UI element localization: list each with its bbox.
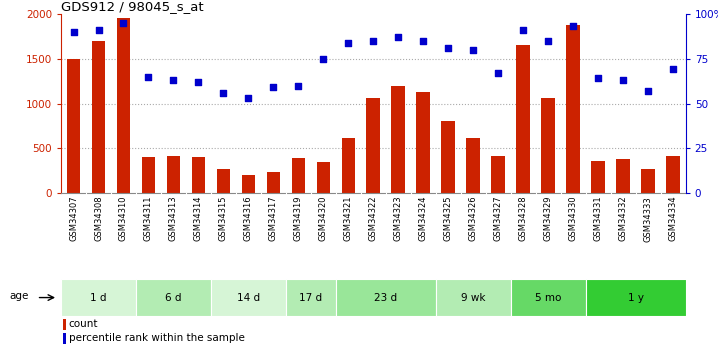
Bar [141, 157, 155, 193]
Bar [62, 319, 66, 330]
Text: GSM34329: GSM34329 [544, 196, 553, 241]
Point [668, 67, 679, 72]
Bar [416, 92, 430, 193]
Text: GSM34311: GSM34311 [144, 196, 153, 241]
Text: GSM34321: GSM34321 [344, 196, 353, 241]
Text: GSM34333: GSM34333 [644, 196, 653, 241]
Bar [510, 279, 586, 316]
Text: 9 wk: 9 wk [461, 293, 485, 303]
Bar [436, 279, 510, 316]
Bar [286, 279, 336, 316]
Text: GSM34326: GSM34326 [469, 196, 477, 241]
Bar [516, 45, 530, 193]
Text: GSM34328: GSM34328 [519, 196, 528, 241]
Bar [67, 59, 80, 193]
Bar [192, 157, 205, 193]
Bar [592, 161, 605, 193]
Bar [391, 86, 405, 193]
Text: GSM34332: GSM34332 [619, 196, 628, 241]
Bar [211, 279, 286, 316]
Text: GSM34307: GSM34307 [69, 196, 78, 241]
Bar [442, 121, 455, 193]
Point [317, 56, 329, 61]
Text: GSM34308: GSM34308 [94, 196, 103, 241]
Text: 1 d: 1 d [90, 293, 107, 303]
Point [617, 77, 629, 83]
Text: GSM34325: GSM34325 [444, 196, 453, 241]
Bar [641, 169, 655, 193]
Bar [666, 156, 680, 193]
Text: count: count [69, 319, 98, 329]
Bar [116, 18, 131, 193]
Text: GSM34323: GSM34323 [394, 196, 403, 241]
Point [418, 38, 429, 43]
Bar [586, 279, 686, 316]
Bar [616, 159, 630, 193]
Bar [567, 24, 580, 193]
Text: 23 d: 23 d [374, 293, 398, 303]
Bar [292, 158, 305, 193]
Text: GSM34319: GSM34319 [294, 196, 303, 241]
Bar [342, 138, 355, 193]
Text: GSM34334: GSM34334 [668, 196, 678, 241]
Point [118, 20, 129, 26]
Bar [467, 138, 480, 193]
Point [442, 45, 454, 51]
Text: GSM34314: GSM34314 [194, 196, 203, 241]
Point [467, 47, 479, 52]
Point [342, 40, 354, 45]
Point [293, 83, 304, 88]
Bar [92, 41, 106, 193]
Text: GSM34320: GSM34320 [319, 196, 328, 241]
Bar [317, 162, 330, 193]
Bar [62, 333, 66, 344]
Point [143, 74, 154, 79]
Point [643, 88, 654, 94]
Point [393, 34, 404, 40]
Bar [541, 98, 555, 193]
Bar [491, 156, 505, 193]
Bar [136, 279, 211, 316]
Text: percentile rank within the sample: percentile rank within the sample [69, 333, 245, 343]
Text: 6 d: 6 d [165, 293, 182, 303]
Point [518, 27, 529, 33]
Text: age: age [9, 291, 29, 301]
Text: 14 d: 14 d [237, 293, 260, 303]
Bar [366, 98, 381, 193]
Text: GSM34322: GSM34322 [369, 196, 378, 241]
Point [543, 38, 554, 43]
Point [243, 95, 254, 101]
Point [592, 76, 604, 81]
Point [93, 27, 104, 33]
Text: GSM34330: GSM34330 [569, 196, 578, 241]
Bar [61, 279, 136, 316]
Text: GSM34316: GSM34316 [244, 196, 253, 241]
Bar [217, 169, 230, 193]
Text: 1 y: 1 y [628, 293, 644, 303]
Text: GSM34310: GSM34310 [119, 196, 128, 241]
Text: GSM34324: GSM34324 [419, 196, 428, 241]
Bar [241, 175, 256, 193]
Text: 17 d: 17 d [299, 293, 322, 303]
Text: GSM34331: GSM34331 [594, 196, 602, 241]
Bar [167, 156, 180, 193]
Point [192, 79, 204, 85]
Point [268, 85, 279, 90]
Text: GSM34327: GSM34327 [494, 196, 503, 241]
Text: GSM34315: GSM34315 [219, 196, 228, 241]
Bar [336, 279, 436, 316]
Point [368, 38, 379, 43]
Point [168, 77, 180, 83]
Point [567, 23, 579, 29]
Text: GDS912 / 98045_s_at: GDS912 / 98045_s_at [61, 0, 204, 13]
Point [493, 70, 504, 76]
Text: 5 mo: 5 mo [535, 293, 561, 303]
Text: GSM34313: GSM34313 [169, 196, 178, 241]
Point [218, 90, 229, 96]
Point [67, 29, 79, 34]
Bar [266, 172, 280, 193]
Text: GSM34317: GSM34317 [269, 196, 278, 241]
